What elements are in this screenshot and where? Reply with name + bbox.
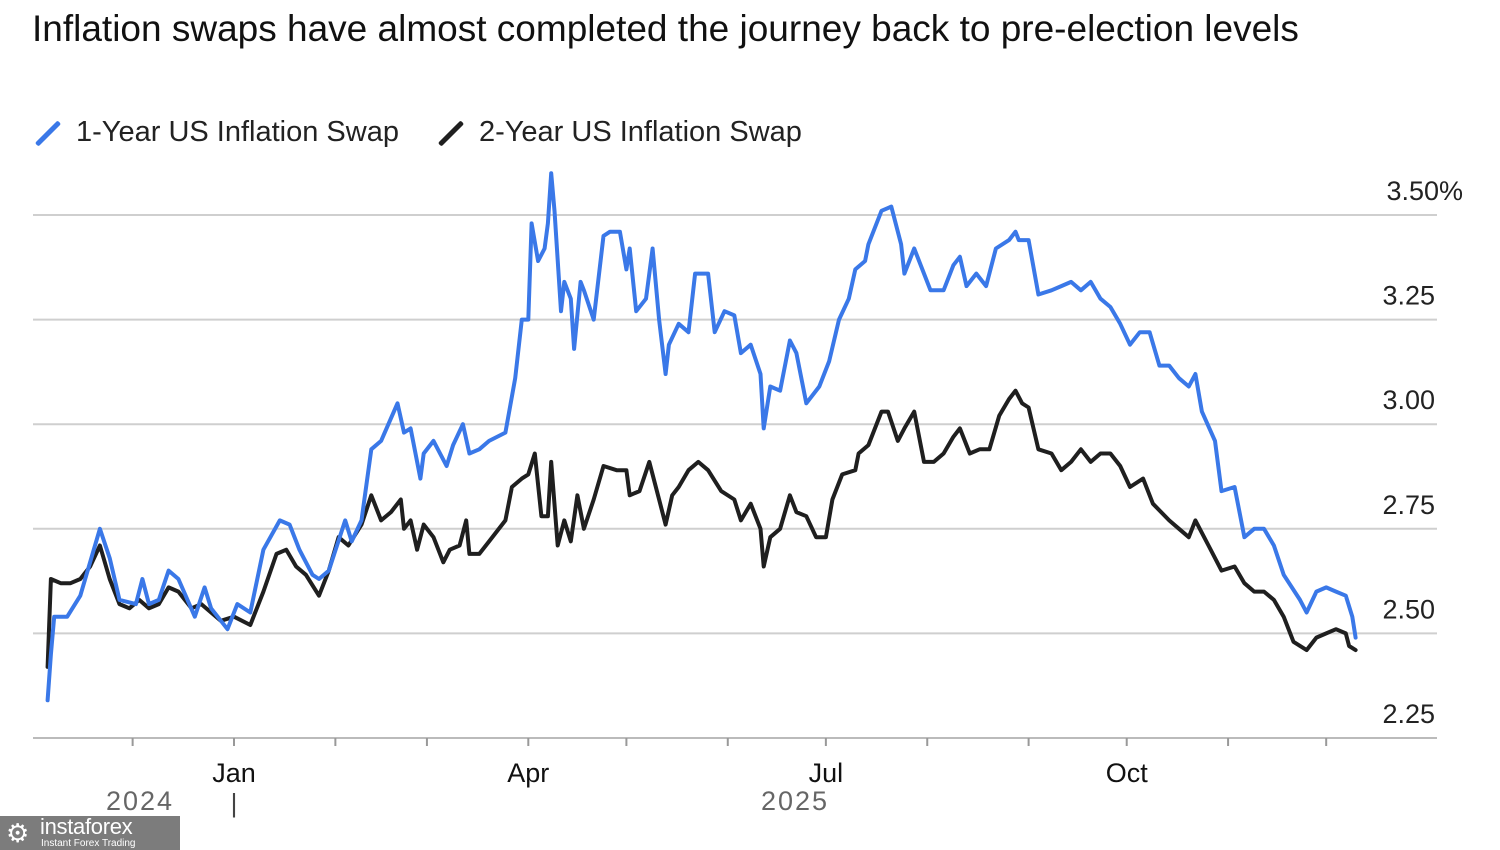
legend-item-1y: 1-Year US Inflation Swap bbox=[34, 116, 399, 149]
y-tick-label: 2.50 bbox=[1382, 594, 1435, 624]
y-tick-label: 2.25 bbox=[1382, 699, 1435, 729]
chart-title: Inflation swaps have almost completed th… bbox=[32, 8, 1299, 49]
legend-label-2y: 2-Year US Inflation Swap bbox=[478, 116, 802, 148]
legend-label-1y: 1-Year US Inflation Swap bbox=[76, 116, 399, 148]
y-tick-label: 3.50% bbox=[1386, 176, 1463, 206]
x-year-separator: | bbox=[231, 788, 238, 818]
x-tick-label: Jul bbox=[809, 758, 844, 788]
legend-item-2y: 2-Year US Inflation Swap bbox=[437, 116, 802, 149]
instaforex-watermark: ⚙ instaforex Instant Forex Trading bbox=[0, 816, 180, 850]
x-year-label-2024: 2024 bbox=[106, 786, 174, 816]
x-tick-label: Jan bbox=[212, 758, 256, 788]
watermark-name: instaforex bbox=[40, 814, 133, 839]
series-line-1y-swap bbox=[45, 171, 1358, 703]
gear-logo-icon: ⚙ bbox=[6, 818, 30, 848]
x-year-label-2025: 2025 bbox=[761, 786, 829, 816]
y-tick-label: 3.25 bbox=[1382, 281, 1435, 311]
y-tick-label: 3.00 bbox=[1382, 385, 1435, 415]
x-tick-label: Apr bbox=[507, 758, 549, 788]
x-tick-label: Oct bbox=[1106, 758, 1149, 788]
series-line-2y-swap bbox=[45, 388, 1358, 669]
y-tick-label: 2.75 bbox=[1382, 490, 1435, 520]
legend: 1-Year US Inflation Swap 2-Year US Infla… bbox=[34, 116, 802, 149]
watermark-tagline: Instant Forex Trading bbox=[41, 838, 136, 849]
